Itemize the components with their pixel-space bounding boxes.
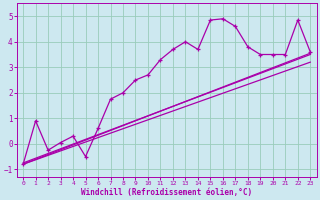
X-axis label: Windchill (Refroidissement éolien,°C): Windchill (Refroidissement éolien,°C) — [81, 188, 252, 197]
